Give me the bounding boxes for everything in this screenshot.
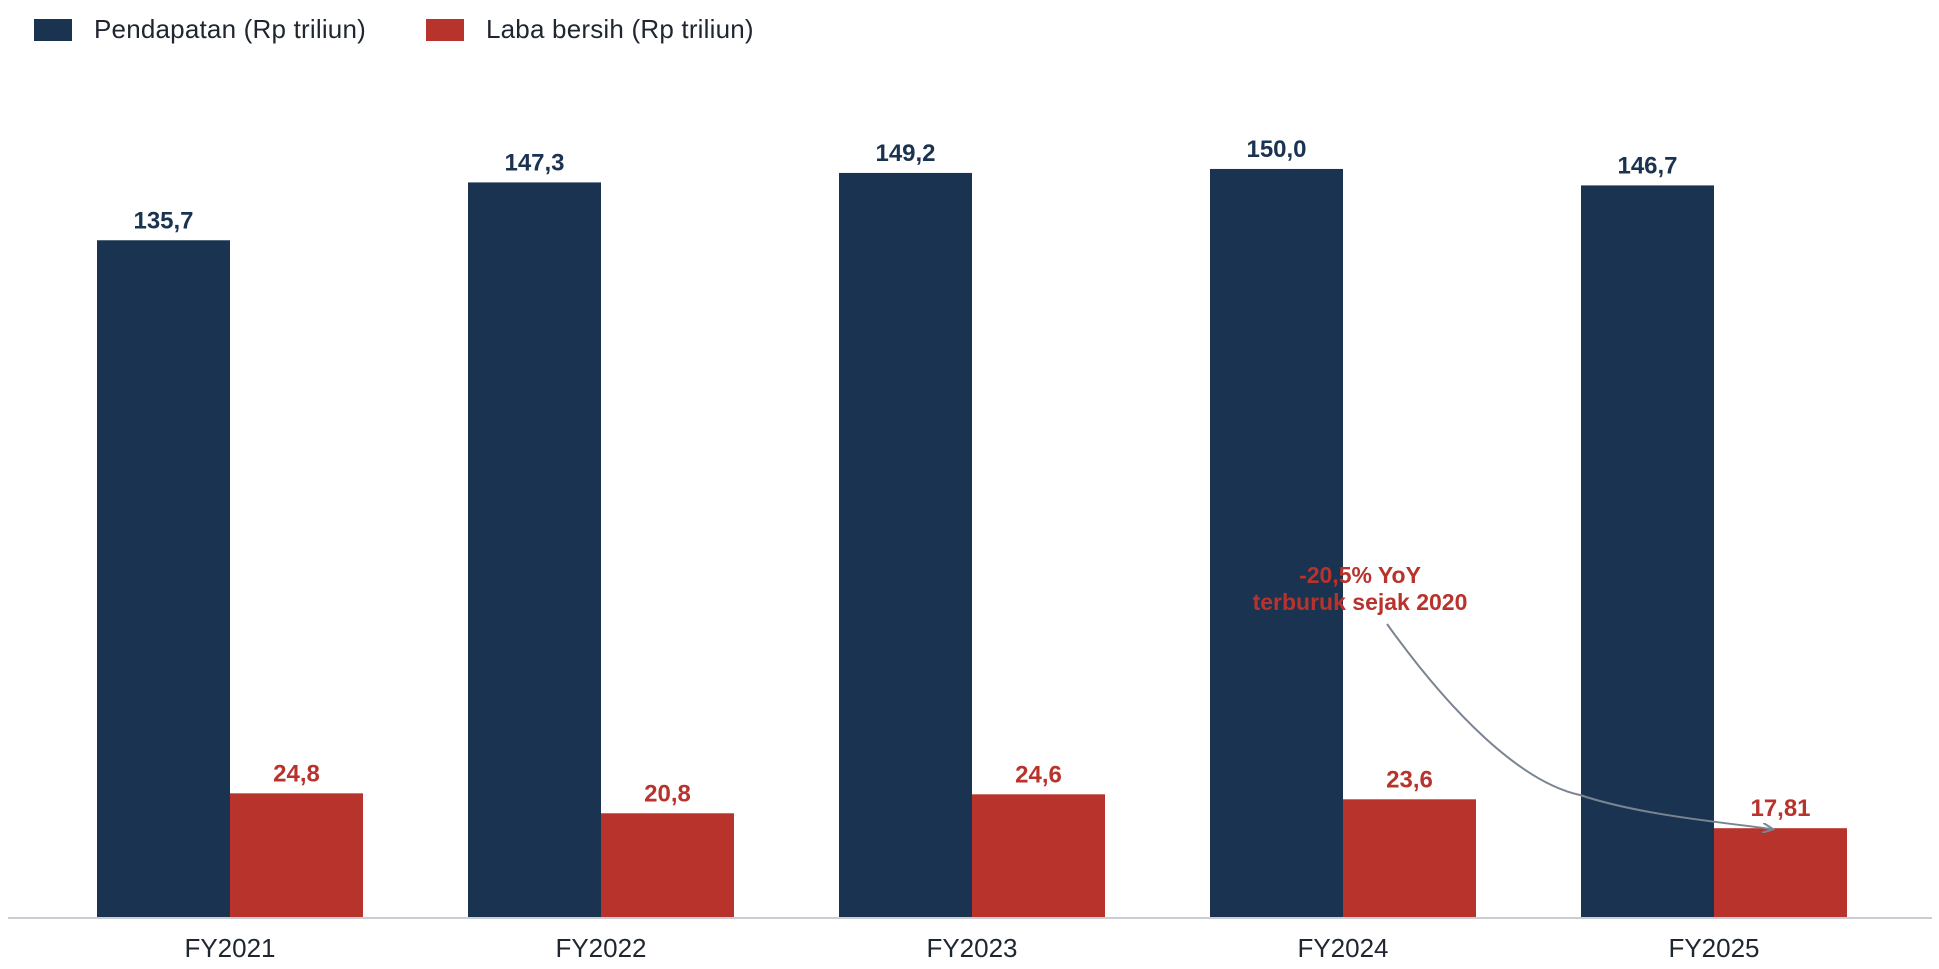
legend-swatch-profit (425, 18, 464, 41)
annotation-text-line-1: -20,5% YoY (1299, 562, 1421, 588)
data-label-revenue-fy2022: 147,3 (504, 149, 564, 176)
data-label-revenue-fy2023: 149,2 (875, 140, 935, 167)
x-axis: FY2021 FY2022 FY2023 FY2024 FY2025 (8, 917, 1932, 963)
bar-profit-fy2021 (230, 793, 363, 917)
data-label-profit-fy2022: 20,8 (644, 780, 691, 807)
x-tick-label-fy2021: FY2021 (184, 933, 275, 963)
x-tick-label-fy2023: FY2023 (926, 933, 1017, 963)
data-label-revenue-fy2025: 146,7 (1617, 152, 1677, 179)
x-tick-label-fy2025: FY2025 (1668, 933, 1759, 963)
bar-revenue-fy2024 (1210, 168, 1343, 917)
bar-revenue-fy2022 (468, 182, 601, 917)
bar-profit-fy2022 (601, 813, 734, 917)
bar-revenue-fy2021 (97, 240, 230, 917)
bar-profit-fy2024 (1343, 799, 1476, 917)
legend-item-revenue: Pendapatan (Rp triliun) (34, 14, 366, 45)
bar-revenue-fy2023 (839, 172, 972, 918)
annotation-arrow (1386, 623, 1773, 829)
data-label-profit-fy2024: 23,6 (1386, 766, 1433, 793)
bar-profit-fy2023 (972, 794, 1105, 917)
legend-label-profit: Laba bersih (Rp triliun) (485, 14, 754, 44)
data-label-revenue-fy2021: 135,7 (133, 207, 193, 234)
data-label-profit-fy2025: 17,81 (1750, 795, 1810, 822)
data-labels-layer: 135,7 24,8 147,3 20,8 149,2 24,6 150,0 23,6 146,… (133, 136, 1810, 822)
legend-swatch-revenue (34, 18, 72, 41)
legend-label-revenue: Pendapatan (Rp triliun) (94, 14, 366, 44)
data-label-revenue-fy2024: 150,0 (1246, 136, 1306, 163)
x-tick-label-fy2024: FY2024 (1297, 933, 1388, 963)
legend: Pendapatan (Rp triliun) Laba bersih (Rp … (34, 14, 754, 45)
bar-revenue-fy2025 (1581, 185, 1714, 917)
data-label-profit-fy2021: 24,8 (273, 760, 320, 787)
annotation-text-line-2: terburuk sejak 2020 (1253, 589, 1468, 615)
bars-layer (97, 168, 1847, 918)
data-label-profit-fy2023: 24,6 (1015, 761, 1062, 788)
x-tick-label-fy2022: FY2022 (555, 933, 646, 963)
legend-item-profit: Laba bersih (Rp triliun) (425, 14, 754, 45)
bar-profit-fy2025 (1714, 828, 1847, 917)
